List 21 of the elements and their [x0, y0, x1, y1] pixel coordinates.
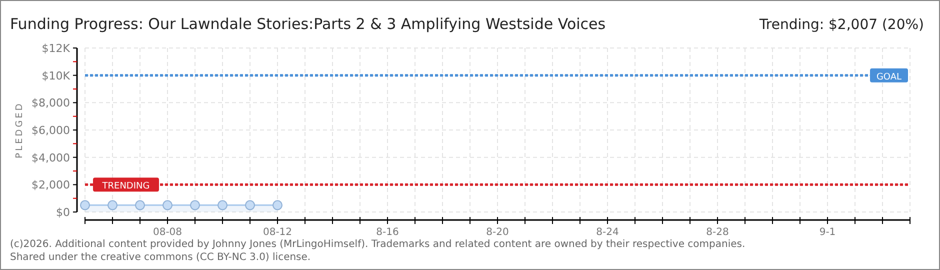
y-tick-label: $2,000: [32, 178, 70, 192]
ref-line-label: GOAL: [876, 72, 902, 82]
y-axis-title: PLEDGED: [15, 102, 25, 158]
x-tick-label: 8-20: [486, 227, 509, 238]
x-tick-label: 8-16: [376, 227, 399, 238]
chart-subtitle: Trending: $2,007 (20%): [758, 17, 924, 33]
y-tick-label: $0: [56, 206, 70, 219]
ref-line-label: TRENDING: [101, 182, 150, 192]
y-tick-label: $8,000: [32, 96, 70, 110]
x-tick-label: 8-28: [706, 227, 729, 238]
x-tick-label: 9-1: [819, 227, 836, 238]
x-tick-label: 8-24: [596, 227, 619, 238]
chart-title: Funding Progress: Our Lawndale Stories:Parts 2 & 3 Amplifying Westside Voices: [10, 15, 606, 33]
text: (c)2026. Additional content provided by Johnny Jones (MrLingoHimself). Trademarks and related content are owned by their respective companies.: [10, 239, 746, 250]
x-tick-label: 08-08: [152, 227, 182, 238]
y-tick-label: $12K: [42, 42, 71, 55]
text: Shared under the creative commons (CC BY-NC 3.0) license.: [10, 252, 311, 263]
y-tick-label: $4,000: [32, 151, 70, 164]
y-tick-label: $6,000: [32, 124, 70, 137]
x-tick-label: 08-12: [262, 227, 292, 238]
y-tick-label: $10K: [42, 69, 71, 82]
